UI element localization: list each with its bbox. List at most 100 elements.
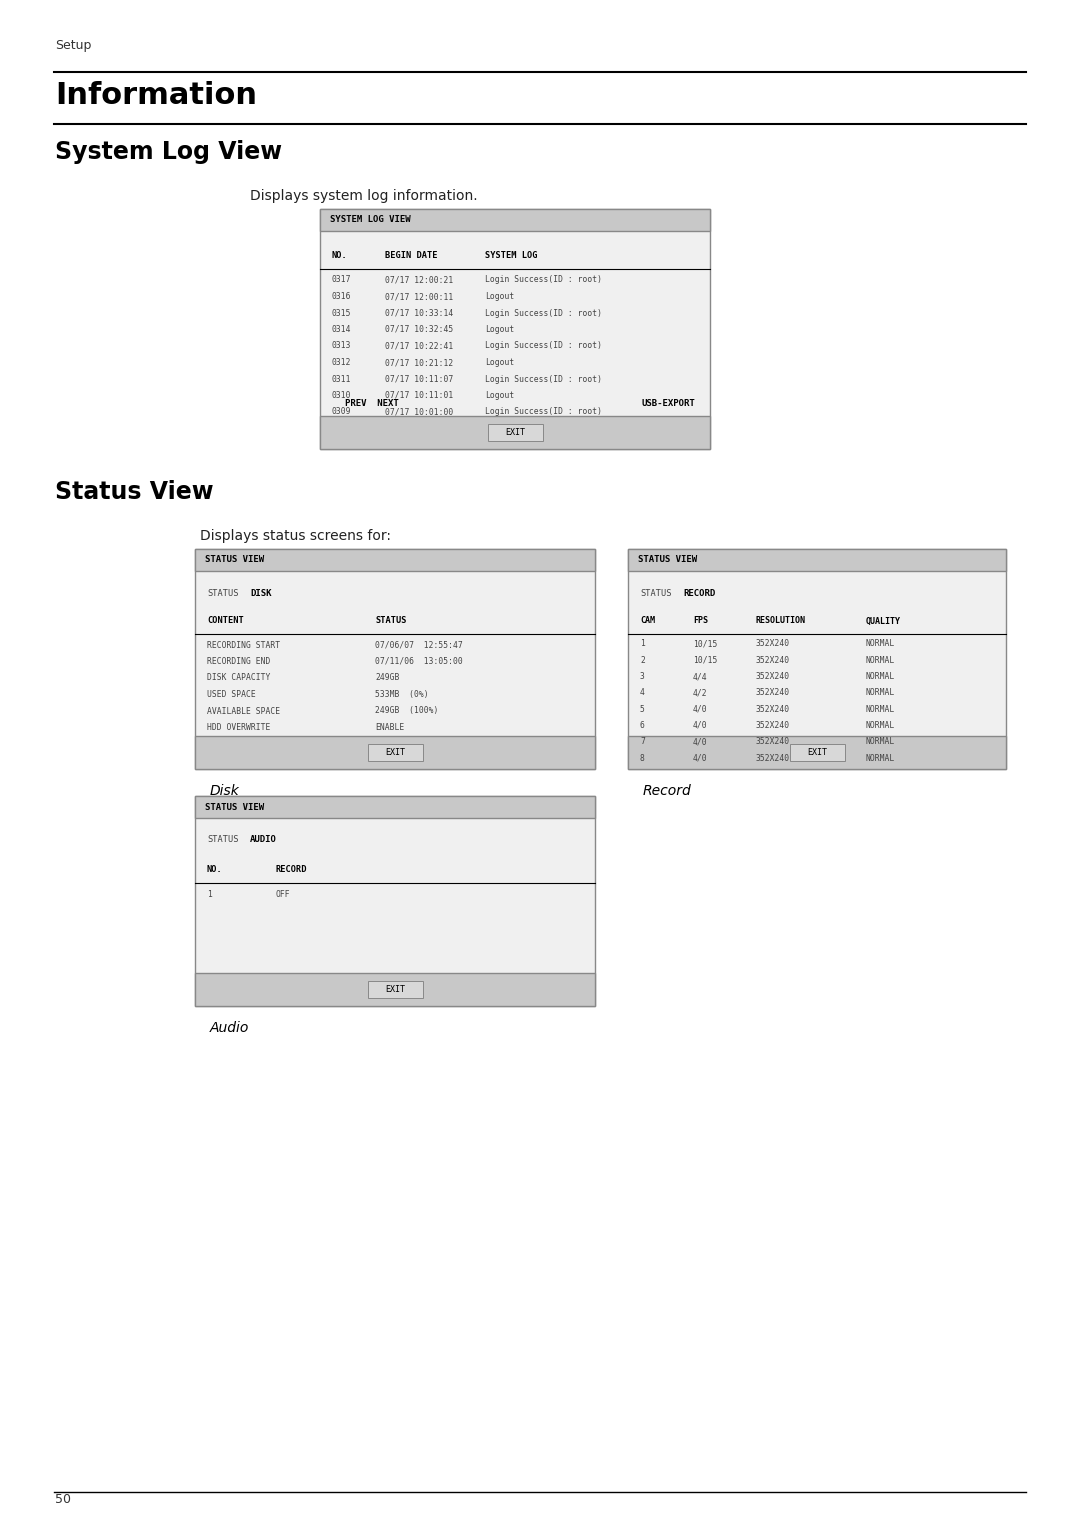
- Text: STATUS: STATUS: [207, 589, 239, 598]
- Text: 4/0: 4/0: [693, 753, 707, 762]
- Text: 4/0: 4/0: [693, 721, 707, 730]
- Text: 07/17 10:21:12: 07/17 10:21:12: [384, 357, 454, 367]
- Text: Logout: Logout: [485, 291, 514, 301]
- Text: 07/17 12:00:11: 07/17 12:00:11: [384, 291, 454, 301]
- Text: EXIT: EXIT: [807, 749, 827, 756]
- Text: HDD OVERWRITE: HDD OVERWRITE: [207, 723, 270, 732]
- Text: 249GB  (100%): 249GB (100%): [375, 707, 438, 715]
- Text: STATUS: STATUS: [375, 617, 406, 626]
- Text: 0317: 0317: [332, 276, 351, 284]
- Text: RESOLUTION: RESOLUTION: [756, 617, 806, 626]
- Text: 0310: 0310: [332, 391, 351, 400]
- Text: AUDIO: AUDIO: [249, 836, 276, 845]
- Text: NORMAL: NORMAL: [866, 657, 895, 664]
- Text: 8: 8: [640, 753, 645, 762]
- Text: Displays system log information.: Displays system log information.: [249, 189, 477, 202]
- Text: RECORDING START: RECORDING START: [207, 641, 280, 649]
- Text: FPS: FPS: [693, 617, 708, 626]
- Text: Status View: Status View: [55, 480, 214, 505]
- Text: ENABLE: ENABLE: [375, 723, 404, 732]
- Text: 4: 4: [640, 689, 645, 698]
- Text: 0311: 0311: [332, 374, 351, 384]
- Text: EXIT: EXIT: [505, 428, 525, 437]
- Text: RECORD: RECORD: [683, 589, 715, 598]
- Text: AVAILABLE SPACE: AVAILABLE SPACE: [207, 707, 280, 715]
- Text: 352X240: 352X240: [756, 738, 791, 747]
- Text: Logout: Logout: [485, 357, 514, 367]
- Text: 1: 1: [640, 640, 645, 649]
- FancyBboxPatch shape: [320, 416, 710, 449]
- Text: Login Success(ID : root): Login Success(ID : root): [485, 408, 602, 417]
- Text: Setup: Setup: [55, 38, 92, 52]
- Text: 0316: 0316: [332, 291, 351, 301]
- Text: 7: 7: [640, 738, 645, 747]
- FancyBboxPatch shape: [487, 423, 542, 440]
- Text: DISK: DISK: [249, 589, 271, 598]
- Text: 352X240: 352X240: [756, 721, 791, 730]
- Text: Login Success(ID : root): Login Success(ID : root): [485, 342, 602, 350]
- Text: NORMAL: NORMAL: [866, 721, 895, 730]
- Text: NORMAL: NORMAL: [866, 640, 895, 649]
- Text: 10/15: 10/15: [693, 640, 717, 649]
- Text: 0309: 0309: [332, 408, 351, 417]
- Text: 1: 1: [207, 891, 212, 899]
- Text: Audio: Audio: [210, 1022, 249, 1035]
- Text: NO.: NO.: [207, 865, 222, 874]
- Text: 07/17 10:11:01: 07/17 10:11:01: [384, 391, 454, 400]
- Text: STATUS VIEW: STATUS VIEW: [205, 802, 265, 811]
- Text: RECORD: RECORD: [275, 865, 307, 874]
- Text: 50: 50: [55, 1493, 71, 1506]
- Text: 07/17 10:01:00: 07/17 10:01:00: [384, 408, 454, 417]
- Text: CONTENT: CONTENT: [207, 617, 244, 626]
- Text: RECORDING END: RECORDING END: [207, 657, 270, 666]
- Text: 3: 3: [640, 672, 645, 681]
- Text: EXIT: EXIT: [384, 749, 405, 756]
- FancyBboxPatch shape: [195, 549, 595, 769]
- Text: CAM: CAM: [640, 617, 654, 626]
- Text: DISK CAPACITY: DISK CAPACITY: [207, 673, 270, 683]
- Text: OFF: OFF: [275, 891, 289, 899]
- Text: 07/11/06  13:05:00: 07/11/06 13:05:00: [375, 657, 462, 666]
- Text: Login Success(ID : root): Login Success(ID : root): [485, 374, 602, 384]
- Text: Record: Record: [643, 784, 692, 798]
- Text: Login Success(ID : root): Login Success(ID : root): [485, 308, 602, 318]
- Text: NORMAL: NORMAL: [866, 753, 895, 762]
- FancyBboxPatch shape: [789, 744, 845, 761]
- Text: 4/4: 4/4: [693, 672, 707, 681]
- Text: STATUS VIEW: STATUS VIEW: [205, 555, 265, 565]
- Text: NORMAL: NORMAL: [866, 704, 895, 713]
- Text: PREV  NEXT: PREV NEXT: [345, 399, 399, 408]
- Text: 2: 2: [640, 657, 645, 664]
- Text: 0315: 0315: [332, 308, 351, 318]
- Text: 0314: 0314: [332, 325, 351, 334]
- Text: 4/0: 4/0: [693, 704, 707, 713]
- FancyBboxPatch shape: [367, 982, 422, 999]
- Text: Logout: Logout: [485, 391, 514, 400]
- Text: 352X240: 352X240: [756, 704, 791, 713]
- Text: USB-EXPORT: USB-EXPORT: [642, 399, 696, 408]
- Text: 5: 5: [640, 704, 645, 713]
- Text: NORMAL: NORMAL: [866, 672, 895, 681]
- Text: Information: Information: [55, 81, 257, 110]
- FancyBboxPatch shape: [627, 549, 1005, 571]
- Text: 07/17 10:33:14: 07/17 10:33:14: [384, 308, 454, 318]
- Text: USED SPACE: USED SPACE: [207, 690, 256, 700]
- Text: 4/2: 4/2: [693, 689, 707, 698]
- Text: 07/17 10:32:45: 07/17 10:32:45: [384, 325, 454, 334]
- Text: 0312: 0312: [332, 357, 351, 367]
- Text: 352X240: 352X240: [756, 672, 791, 681]
- FancyBboxPatch shape: [195, 549, 595, 571]
- Text: 07/17 12:00:21: 07/17 12:00:21: [384, 276, 454, 284]
- Text: 07/17 10:22:41: 07/17 10:22:41: [384, 342, 454, 350]
- Text: 352X240: 352X240: [756, 657, 791, 664]
- Text: 07/06/07  12:55:47: 07/06/07 12:55:47: [375, 641, 462, 649]
- FancyBboxPatch shape: [627, 736, 1005, 769]
- FancyBboxPatch shape: [627, 549, 1005, 769]
- Text: QUALITY: QUALITY: [866, 617, 901, 626]
- Text: 533MB  (0%): 533MB (0%): [375, 690, 429, 700]
- Text: 07/17 10:11:07: 07/17 10:11:07: [384, 374, 454, 384]
- Text: SYSTEM LOG VIEW: SYSTEM LOG VIEW: [330, 215, 410, 224]
- Text: System Log View: System Log View: [55, 140, 282, 164]
- Text: Login Success(ID : root): Login Success(ID : root): [485, 276, 602, 284]
- Text: STATUS: STATUS: [207, 836, 239, 845]
